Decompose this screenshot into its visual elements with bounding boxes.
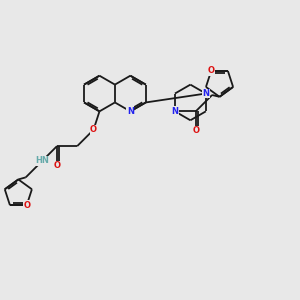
Text: HN: HN <box>35 157 49 166</box>
Text: N: N <box>202 89 209 98</box>
Text: O: O <box>208 67 214 76</box>
Text: O: O <box>23 201 30 210</box>
Text: N: N <box>127 107 134 116</box>
Text: O: O <box>90 125 97 134</box>
Text: O: O <box>192 126 199 135</box>
Text: N: N <box>171 107 178 116</box>
Text: O: O <box>53 161 61 170</box>
